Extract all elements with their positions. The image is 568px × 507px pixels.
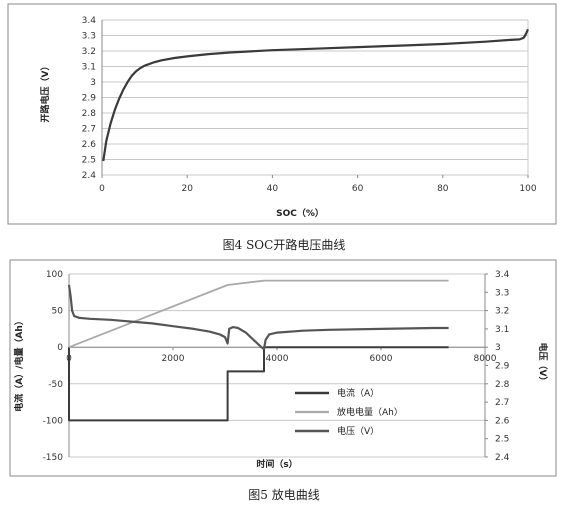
- chart2-y-tick-label: 100: [46, 270, 63, 280]
- chart2-y-right-tick-label: 2.8: [495, 380, 510, 390]
- chart1-y-tick-label: 2.7: [82, 125, 96, 135]
- chart1-y-tick-label: 3.4: [82, 16, 97, 26]
- chart1-x-tick-label: 0: [99, 184, 105, 194]
- chart2-y-right-tick-label: 2.6: [495, 416, 510, 426]
- figure4-caption: 图4 SOC开路电压曲线: [222, 238, 346, 252]
- chart2-y-right-tick-label: 2.7: [495, 398, 509, 408]
- chart2-y-tick-label: -50: [48, 380, 63, 390]
- chart1-y-tick-label: 2.9: [82, 94, 97, 104]
- chart2-y-tick-label: -100: [43, 416, 64, 426]
- chart2-ylabel: 电流（A）/电量（Ah）: [13, 316, 25, 412]
- chart2-voltage-line: [67, 284, 449, 351]
- chart1-ylabel: 开路电压（V）: [39, 62, 51, 123]
- chart1-y-tick-label: 3.3: [82, 32, 96, 42]
- chart2-y-right-tick-label: 3.2: [495, 307, 509, 317]
- chart2-legend-label: 放电电量（Ah）: [337, 406, 403, 418]
- chart2-frame: [9, 259, 557, 477]
- chart1-xlabel: SOC（%）: [276, 208, 324, 219]
- chart1-y-tick-label: 3.2: [82, 47, 96, 57]
- chart2-y-tick-label: -150: [43, 453, 64, 463]
- chart1-frame: [7, 3, 557, 225]
- figure5-caption: 图5 放电曲线: [248, 488, 320, 502]
- chart2-y-tick-label: 0: [57, 343, 63, 353]
- chart2-x-tick-label: 6000: [370, 354, 393, 364]
- chart1-ocv-line: [102, 28, 530, 162]
- soc-ocv-chart: 2.4 2.5 2.6 2.7 2.8 2.9 3 3.1 3.2 3.3 3.4 0 20 40 60 80…: [7, 3, 557, 225]
- chart2-y-right-tick-label: 3: [495, 343, 501, 353]
- chart2-y-right-tick-label: 3.3: [495, 288, 509, 298]
- chart1-x-tick-label: 80: [437, 184, 449, 194]
- chart1-y-tick-label: 2.4: [82, 171, 97, 181]
- chart2-x-tick-label: 4000: [266, 354, 289, 364]
- chart1-x-tick-label: 40: [267, 184, 279, 194]
- chart2-legend-label: 电压（V）: [337, 425, 379, 437]
- chart2-y-tick-label: 50: [52, 307, 64, 317]
- chart2-y-right-tick-label: 2.5: [495, 435, 509, 445]
- chart2-capacity-line: [68, 279, 449, 349]
- chart2-xlabel: 时间（s）: [256, 458, 297, 470]
- chart2-legend-label: 电流（A）: [337, 387, 379, 399]
- chart1-x-tick-label: 100: [519, 184, 536, 194]
- chart1-y-tick-label: 2.6: [82, 140, 97, 150]
- chart2-y-right-tick-label: 2.9: [495, 362, 510, 372]
- chart2-x-tick-label: 8000: [474, 354, 497, 364]
- chart1-y-tick-label: 2.5: [82, 156, 96, 166]
- chart1-x-tick-label: 20: [181, 184, 193, 194]
- chart2-ylabel-right: 电压（V）: [537, 343, 549, 386]
- chart1-y-tick-label: 3: [90, 78, 96, 88]
- chart2-y-right-tick-label: 2.4: [495, 453, 510, 463]
- chart2-y-right-tick-label: 3.1: [495, 325, 509, 335]
- chart2-y-right-tick-label: 3.4: [495, 270, 510, 280]
- chart1-y-tick-label: 2.8: [82, 109, 97, 119]
- chart1-y-tick-label: 3.1: [82, 63, 96, 73]
- chart1-x-tick-label: 60: [352, 184, 364, 194]
- chart2-x-tick-label: 2000: [162, 354, 185, 364]
